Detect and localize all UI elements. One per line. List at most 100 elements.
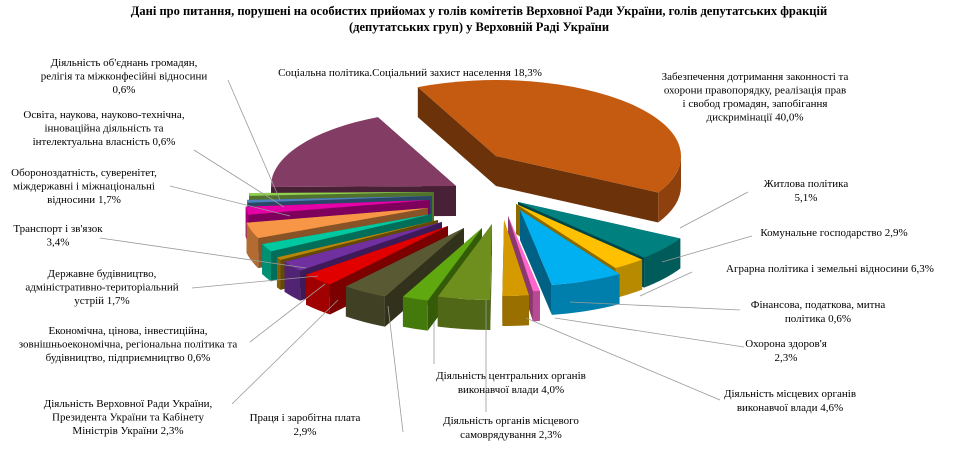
pie-slice-side <box>402 296 428 331</box>
leader-line <box>525 317 721 401</box>
pie-slice-side <box>615 259 643 299</box>
leader-line <box>227 79 281 201</box>
slice-label: Транспорт і зв'язок 3,4% <box>13 223 103 249</box>
slice-label-line: виконавчої влади 4,0% <box>458 384 564 396</box>
slice-label-line: і свобод громадян, запобігання <box>683 98 828 110</box>
pie-slice-top <box>520 210 620 285</box>
slice-label-line: Аграрна політика і земельні відносини 6,… <box>726 263 934 275</box>
slice-label-line: Освіта, наукова, науково-технічна, <box>23 109 184 121</box>
pie-slice-side <box>284 261 301 301</box>
slice-label: Обороноздатність, суверенітет, міждержавн… <box>11 167 157 206</box>
pie-slice-top <box>417 79 682 193</box>
slice-label: Забезпечення дотримання законності та охо… <box>662 71 849 124</box>
pie-slices <box>245 79 682 331</box>
leader-line <box>569 301 741 311</box>
leader-line <box>169 185 291 217</box>
slice-label-line: Охорона здоров'я <box>745 338 827 350</box>
slice-label: Діяльність об'єднань громадян, релігія та… <box>41 57 208 96</box>
pie-slice-top <box>245 200 430 215</box>
slice-label-line: Комунальне господарство 2,9% <box>760 227 907 239</box>
pie-slice-top <box>284 222 442 271</box>
slice-label-line: будівництво, підприємництво 0,6% <box>46 352 211 364</box>
slice-label-line: Забезпечення дотримання законності та <box>662 71 849 83</box>
slice-label-line: Діяльність Верховної Ради України, <box>44 398 213 410</box>
pie-slice-top <box>345 228 464 297</box>
slice-label-line: міждержавні і міжнаціональні <box>13 181 155 193</box>
pie-slice-side <box>658 156 681 223</box>
slice-label-line: Економічна, цінова, інвестиційна, <box>49 325 208 337</box>
slice-label-line: Діяльність об'єднань громадян, <box>51 57 198 69</box>
pie-slice-top <box>508 216 540 292</box>
pie-slice-side <box>246 222 259 269</box>
slice-label-line: Обороноздатність, суверенітет, <box>11 167 157 179</box>
chart-title: Дані про питання, порушені на особистих … <box>131 4 827 34</box>
slice-label-line: самоврядування 2,3% <box>460 429 562 441</box>
slice-label-line: Діяльність місцевих органів <box>724 388 856 400</box>
slice-label: Економічна, цінова, інвестиційна, зовнішн… <box>19 325 238 364</box>
slice-label-line: інноваційна діяльність та <box>44 123 163 135</box>
slice-labels: Забезпечення дотримання законності та охо… <box>11 57 934 441</box>
pie-slice-top <box>502 220 529 296</box>
pie-slice <box>437 224 492 330</box>
slice-label-line: Фінансова, податкова, митна <box>751 299 886 311</box>
leader-line <box>99 237 307 269</box>
pie-slice-top <box>276 220 438 260</box>
leader-line <box>249 283 326 343</box>
leader-line <box>554 317 745 348</box>
slice-label: Житлова політика 5,1% <box>764 178 849 204</box>
slice-label-line: Соціальна політика.Соціальний захист нас… <box>278 67 542 79</box>
slice-label-line: відносини 1,7% <box>47 194 121 206</box>
slice-label: Фінансова, податкова, митна політика 0,6% <box>751 299 886 325</box>
pie-slice-wall <box>306 226 448 305</box>
pie-slice-top <box>402 228 482 301</box>
slice-label-line: зовнішньоекономічна, регіональна політик… <box>19 339 238 351</box>
slice-label: Комунальне господарство 2,9% <box>760 227 907 239</box>
pie-slice-wall <box>496 156 659 223</box>
pie-slice-side <box>437 296 491 330</box>
leader-line <box>191 275 319 289</box>
slice-label-line: 2,9% <box>294 426 317 438</box>
leader-line <box>231 299 339 405</box>
slice-label-line: 2,3% <box>775 352 798 364</box>
pie-slice-side <box>532 290 540 322</box>
chart-title-line: Дані про питання, порушені на особистих … <box>131 4 827 18</box>
slice-label-line: Праця і заробітна плата <box>250 412 361 424</box>
slice-label: Праця і заробітна плата 2,9% <box>250 412 361 438</box>
pie-slice-side <box>276 257 281 290</box>
pie-slice-top <box>437 224 492 300</box>
slice-label-line: адміністративно-територіальний <box>25 282 178 294</box>
pie-slice-top <box>249 192 434 196</box>
slice-label: Аграрна політика і земельні відносини 6,… <box>726 263 934 275</box>
slice-label-line: устрій 1,7% <box>74 295 129 307</box>
pie-slice <box>502 220 529 326</box>
slice-label-line: релігія та міжконфесійні відносини <box>41 71 208 83</box>
leader-line <box>639 271 693 297</box>
pie-slice <box>417 79 682 223</box>
slice-label: Діяльність місцевих органів виконавчої вл… <box>724 388 856 414</box>
slice-label: Соціальна політика.Соціальний захист нас… <box>278 67 542 79</box>
pie-slice-side <box>502 295 529 326</box>
leader-lines <box>99 79 753 433</box>
slice-label-line: Міністрів України 2,3% <box>72 425 183 437</box>
slice-label-line: Діяльність органів місцевого <box>443 415 579 427</box>
pie-slice-top <box>306 226 448 285</box>
slice-label-line: виконавчої влади 4,6% <box>737 402 843 414</box>
slice-label: Діяльність центральних органів виконавчої… <box>436 370 586 396</box>
slice-label-line: інтелектуальна власність 0,6% <box>33 136 176 148</box>
leader-line <box>387 305 404 433</box>
slice-label-line: дискримінації 40,0% <box>706 112 803 124</box>
slice-label-line: Діяльність центральних органів <box>436 370 586 382</box>
slice-label-line: Житлова політика <box>764 178 849 190</box>
pie-slice-side <box>644 238 681 288</box>
pie-slice-top <box>262 214 432 252</box>
leader-line <box>193 149 285 208</box>
leader-line <box>679 191 749 229</box>
slice-label: Державне будівництво, адміністративно-тер… <box>25 268 178 307</box>
pie-slice-side <box>551 274 620 315</box>
slice-label: Освіта, наукова, науково-технічна, іннова… <box>23 109 184 148</box>
pie-slice-wall <box>417 87 496 186</box>
pie-slice-top <box>247 196 432 203</box>
slice-label-line: 5,1% <box>795 192 818 204</box>
leader-line <box>661 235 753 263</box>
